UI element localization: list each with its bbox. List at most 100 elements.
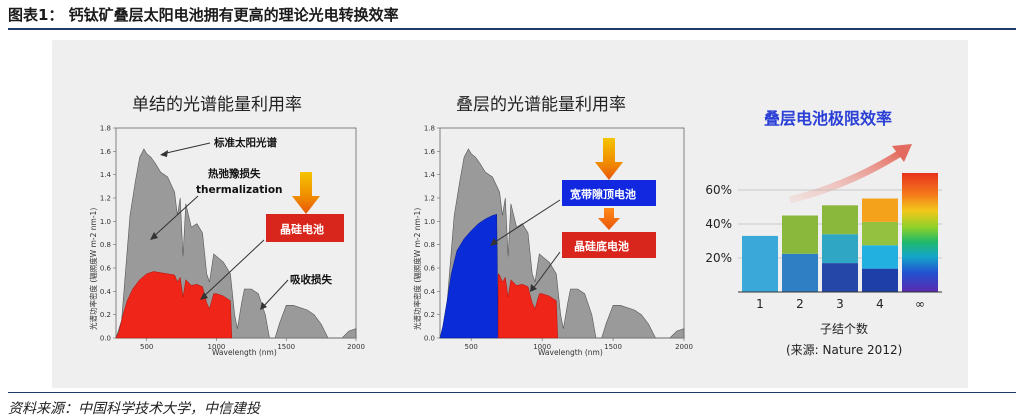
- annotation-thermalization-cn: 热弛豫损失: [208, 167, 261, 180]
- x-tick-label: 2000: [675, 343, 693, 351]
- y-tick-label: 0.2: [100, 311, 111, 319]
- x-tick-label: 3: [836, 297, 844, 311]
- y-tick-label: 0.0: [424, 335, 435, 343]
- left-x-ticks: 500 1000 1500 2000: [140, 338, 365, 351]
- y-tick-label: 0.2: [424, 311, 435, 319]
- bar-segment: [862, 198, 898, 222]
- bar-segment: [782, 215, 818, 254]
- left-chart: 单结的光谱能量利用率 0.0 0.2 0.4 0.6 0.8 1.0 1.2 1.4 1.6 1.…: [88, 95, 365, 357]
- bar-segment: [742, 235, 778, 292]
- cell-label-box: [266, 214, 344, 242]
- bar-segment: [862, 268, 898, 292]
- right-bars: [742, 173, 938, 292]
- annotation-thermalization-en: thermalization: [196, 184, 283, 196]
- x-tick-label: 1500: [277, 343, 295, 351]
- bar-segment: [782, 253, 818, 292]
- y-tick-label: 0.4: [424, 288, 436, 296]
- bar-segment: [822, 205, 858, 235]
- y-tick-label: 60%: [705, 183, 732, 197]
- left-cell-area: [115, 271, 233, 339]
- top-cell-label: 宽带隙顶电池: [569, 187, 636, 201]
- top-cell-label-box: [562, 180, 656, 206]
- x-tick-label: 500: [140, 343, 153, 351]
- x-tick-label: 1: [756, 297, 764, 311]
- arrowhead-icon: [530, 284, 537, 292]
- bar-segment: [822, 263, 858, 292]
- arrowhead-icon: [260, 302, 267, 310]
- annotation-standard-spectrum: 标准太阳光谱: [213, 136, 277, 149]
- middle-chart: 叠层的光谱能量利用率 0.0 0.2 0.4 0.6 0.8 1.0 1.2 1.4 1.6 1.…: [412, 95, 693, 357]
- bar: [902, 173, 938, 292]
- y-tick-label: 20%: [705, 251, 732, 265]
- top-rule: [8, 28, 1016, 30]
- bar-segment: [822, 234, 858, 264]
- trend-arrow: [789, 149, 904, 204]
- y-tick-label: 0.4: [100, 288, 112, 296]
- right-source-note: (来源: Nature 2012): [786, 343, 902, 357]
- arrowhead-icon: [200, 292, 208, 300]
- bottom-cell-label: 晶硅底电池: [574, 239, 629, 253]
- arrowhead-icon: [150, 232, 158, 240]
- down-arrow-icon: [598, 208, 620, 230]
- y-tick-label: 1.0: [100, 218, 111, 226]
- x-tick-label: 2: [796, 297, 804, 311]
- annotation-arrow: [531, 251, 561, 291]
- y-tick-label: 0.6: [100, 265, 112, 273]
- annotation-absorption-loss: 吸收损失: [290, 273, 332, 286]
- left-y-label: 光谱功率密度 (辐照度W m-2 nm-1): [88, 208, 98, 330]
- x-tick-label: 4: [876, 297, 884, 311]
- arrowhead-icon: [160, 150, 168, 157]
- annotation-arrow: [151, 195, 199, 239]
- annotation-arrow: [491, 199, 561, 245]
- middle-x-label: Wavelength (nm): [538, 348, 603, 357]
- x-tick-label: ∞: [915, 297, 925, 311]
- bottom-cell-label-box: [562, 232, 656, 258]
- bottom-cell-area: [497, 273, 558, 339]
- bar-segment: [862, 221, 898, 246]
- middle-y-ticks: 0.0 0.2 0.4 0.6 0.8 1.0 1.2 1.4 1.6 1.8: [424, 125, 440, 343]
- middle-x-ticks: 500 1000 1500 2000: [465, 338, 693, 351]
- annotation-arrow: [261, 279, 289, 309]
- y-tick-label: 1.4: [424, 171, 436, 179]
- annotation-arrow: [201, 239, 265, 299]
- left-x-label: Wavelength (nm): [212, 348, 277, 357]
- y-tick-label: 0.8: [424, 241, 435, 249]
- right-chart: 叠层电池极限效率 20% 40% 60% 1 2 3 4 ∞ 子结个数 (来源: Natur…: [705, 109, 942, 357]
- sunlight-arrow-icon: [292, 172, 320, 214]
- y-tick-label: 1.2: [424, 195, 435, 203]
- x-tick-label: 500: [465, 343, 478, 351]
- right-x-label: 子结个数: [820, 321, 868, 336]
- y-tick-label: 1.2: [100, 195, 111, 203]
- sunlight-arrow-icon: [595, 138, 623, 180]
- right-chart-title: 叠层电池极限效率: [764, 109, 892, 128]
- x-tick-label: 1000: [533, 343, 551, 351]
- source-note: 资料来源：中国科学技术大学，中信建投: [8, 401, 260, 417]
- arrowhead-icon: [490, 238, 498, 246]
- y-tick-label: 40%: [705, 217, 732, 231]
- left-y-ticks: 0.0 0.2 0.4 0.6 0.8 1.0 1.2 1.4 1.6 1.8: [100, 125, 116, 343]
- y-tick-label: 0.0: [100, 335, 111, 343]
- x-tick-label: 1000: [208, 343, 226, 351]
- middle-y-label: 光谱功率密度 (辐照度W m-2 nm-1): [412, 208, 422, 330]
- figure-title: 图表1： 钙钛矿叠层太阳电池拥有更高的理论光电转换效率: [8, 6, 399, 24]
- y-tick-label: 1.4: [100, 171, 112, 179]
- cell-label: 晶硅电池: [280, 222, 324, 236]
- bar-segment: [862, 245, 898, 269]
- y-tick-label: 1.8: [100, 125, 111, 133]
- x-tick-label: 2000: [347, 343, 365, 351]
- x-tick-label: 1500: [604, 343, 622, 351]
- left-chart-title: 单结的光谱能量利用率: [132, 95, 302, 115]
- y-tick-label: 0.8: [100, 241, 111, 249]
- bottom-rule: [8, 392, 1016, 393]
- y-tick-label: 1.0: [424, 218, 435, 226]
- annotation-arrow: [161, 142, 211, 155]
- y-tick-label: 1.6: [100, 148, 112, 156]
- y-tick-label: 1.8: [424, 125, 435, 133]
- right-x-ticks: 1 2 3 4 ∞: [756, 297, 925, 311]
- middle-chart-title: 叠层的光谱能量利用率: [456, 95, 626, 115]
- trend-arrowhead-icon: [892, 144, 912, 162]
- y-tick-label: 0.6: [424, 265, 436, 273]
- y-tick-label: 1.6: [424, 148, 436, 156]
- top-cell-area: [439, 213, 499, 339]
